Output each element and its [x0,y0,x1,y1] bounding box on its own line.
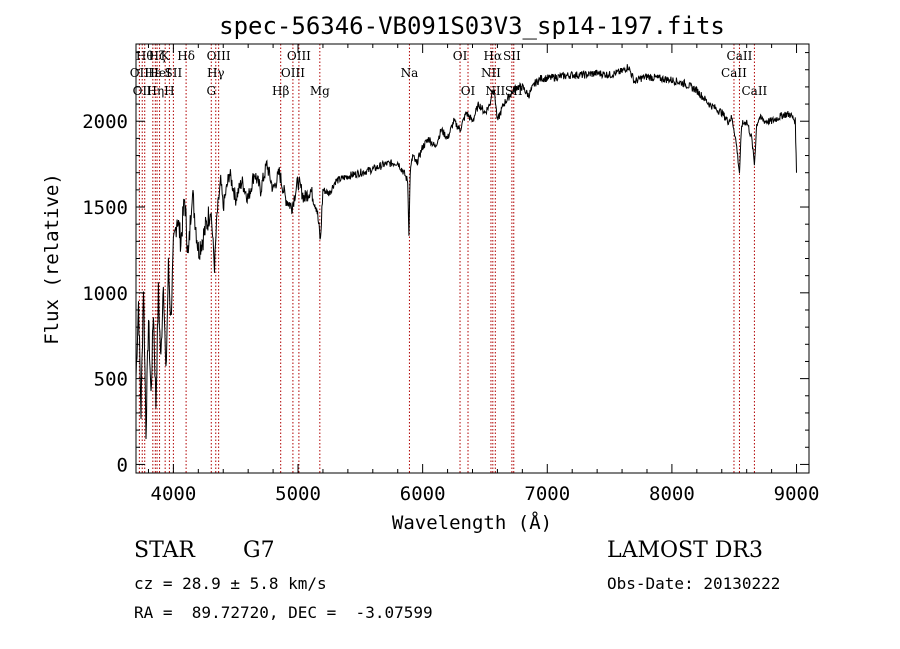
object-class: STAR [134,538,195,563]
line-label-0: OII [130,66,150,80]
spectrum-line [135,64,797,440]
x-tick-label-1: 5000 [275,483,321,505]
line-label-19: OI [453,49,468,63]
line-label-7: K [161,49,171,63]
x-tick-label-4: 8000 [649,483,695,505]
line-label-15: OIII [281,66,305,80]
x-axis-ticks: 4000 5000 6000 7000 8000 9000 [147,44,820,505]
coordinates: RA = 89.72720, DEC = -3.07599 [134,603,433,622]
line-label-4: Hη [146,84,164,98]
survey-name: LAMOST DR3 [607,538,763,563]
line-label-5: Hζ [149,49,166,63]
line-label-3: Hε [144,66,161,80]
line-label-24: SII [503,49,521,63]
line-label-20: OI [461,84,476,98]
obs-date: Obs-Date: 20130222 [607,574,781,593]
line-label-21: NII [481,66,501,80]
redshift-text: cz = 28.9 ± 5.8 km/s [134,574,327,593]
line-label-26: CaII [721,66,747,80]
line-label-28: CaII [741,84,767,98]
line-label-17: Mg [310,84,330,98]
x-tick-label-0: 4000 [151,483,197,505]
x-axis-label: Wavelength (Å) [392,511,552,534]
plot-frame [135,43,810,474]
line-label-8: H [164,84,174,98]
object-subclass: G7 [243,538,275,563]
x-tick-label-3: 7000 [524,483,570,505]
line-label-6: HeI [148,66,171,80]
line-label-27: CaII [727,49,753,63]
line-label-14: Hβ [272,84,289,98]
chart-title: spec-56346-VB091S03V3_sp14-197.fits [219,12,725,40]
line-label-2: Hθ [136,49,154,63]
y-axis-ticks: 0 500 1000 1500 2000 [82,52,809,476]
y-tick-label-2: 1000 [82,283,128,305]
y-tick-label-1: 500 [94,369,128,391]
emission-line-markers [138,44,755,473]
x-tick-label-5: 9000 [774,483,820,505]
line-label-1: OII [133,84,153,98]
line-label-18: Na [401,66,419,80]
line-label-23: NII [485,84,505,98]
line-label-16: OIII [287,49,311,63]
line-label-10: Hδ [177,49,195,63]
y-tick-label-0: 0 [117,454,128,476]
line-label-22: Hα [484,49,503,63]
emission-line-labels: OII OII Hθ Hε Hη Hζ HeI K H SII Hδ G Hγ OIII Hβ OIII OII… [130,49,768,98]
line-label-12: Hγ [207,66,225,80]
y-tick-label-3: 1500 [82,197,128,219]
line-label-13: OIII [207,49,231,63]
line-label-11: G [206,84,216,98]
y-tick-label-4: 2000 [82,111,128,133]
y-axis-label: Flux (relative) [41,173,63,345]
x-tick-label-2: 6000 [400,483,446,505]
line-label-9: SII [165,66,183,80]
